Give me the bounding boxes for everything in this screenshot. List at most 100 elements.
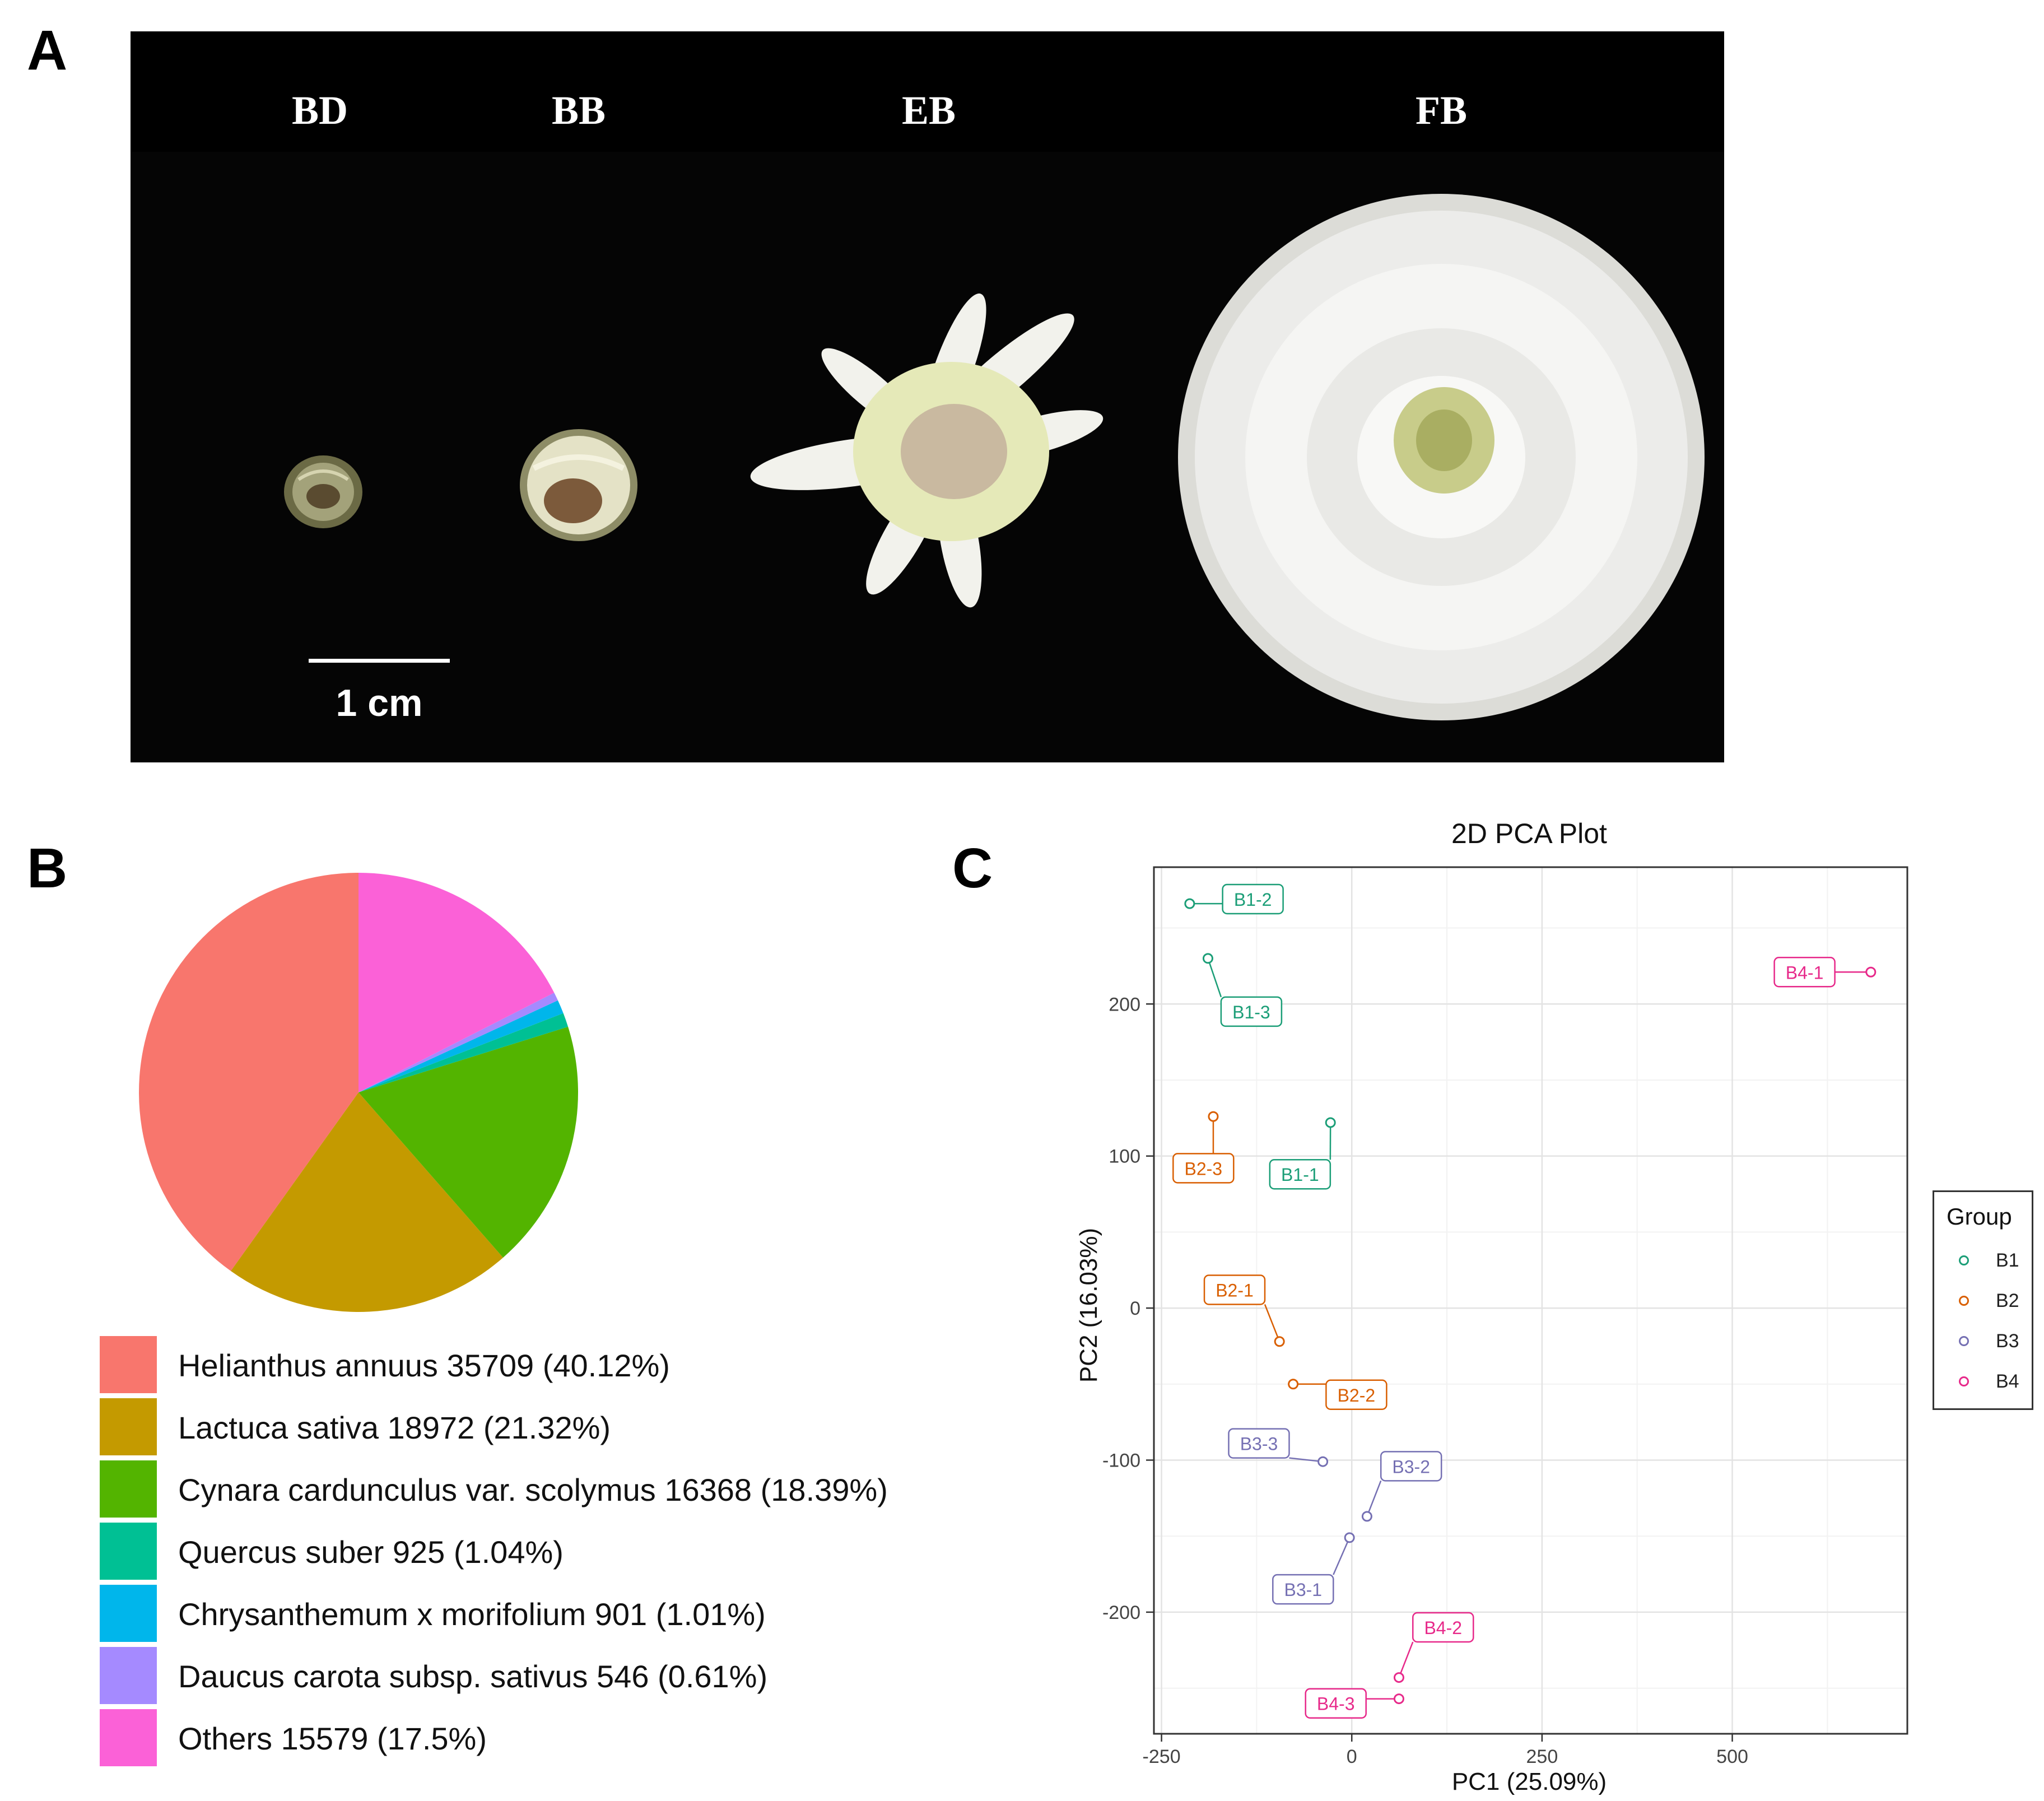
pca-x-tick-label: -250 [1143,1746,1181,1767]
pie-legend-label: Quercus suber 925 (1.04%) [178,1534,564,1570]
pca-label-box [1412,1612,1474,1643]
flower-photo-drawing [131,31,1724,762]
pca-title: 2D PCA Plot [1451,818,1607,849]
pca-y-tick-label: -200 [1102,1602,1140,1623]
pca-point-label: B3-1 [1284,1580,1322,1600]
pie-legend-swatch [100,1585,157,1642]
pca-label-connector [1264,1304,1281,1342]
pca-legend-label: B3 [1996,1330,2019,1352]
pca-label-connector [1366,1480,1382,1517]
pca-legend-title: Group [1947,1203,2012,1230]
pca-scatter-plot: 2D PCA Plot -250 0 250 500 -200 -100 0 100 200 B… [1075,818,1908,1795]
pca-point-label: B1-3 [1232,1002,1270,1022]
pie-legend-label: Lactuca sativa 18972 (21.32%) [178,1410,611,1445]
stage-label-fb: FB [1415,88,1468,133]
pca-point-label: B4-1 [1786,962,1824,983]
pie-slice-2 [231,1092,504,1312]
pca-label-box [1272,1574,1334,1605]
pie-legend-swatch [100,1398,157,1455]
pie-legend-swatch [100,1523,157,1580]
pca-point-label: B2-2 [1338,1385,1376,1406]
pca-point-label: B1-2 [1234,890,1272,910]
pca-legend-marker [1959,1255,1969,1265]
pie-legend-label: Cynara cardunculus var. scolymus 16368 (… [178,1472,888,1507]
pca-x-axis-label: PC1 (25.09%) [1452,1768,1607,1795]
pca-y-tick-label: -100 [1102,1450,1140,1471]
pca-legend-label: B4 [1996,1371,2019,1392]
stage-label-eb: EB [901,88,956,133]
pie-slice-7 [358,873,555,1092]
pca-point-b1-3 [1202,953,1213,964]
pca-label-box [1325,1379,1388,1411]
pie-legend-swatch [100,1460,157,1518]
pca-x-tick-label: 500 [1716,1746,1748,1767]
pca-y-axis-label: PC2 (16.03%) [1075,1228,1102,1383]
pca-x-tick-label: 250 [1526,1746,1558,1767]
eb-flower-drawing [750,293,1104,608]
species-pie-chart [139,873,578,1312]
pca-point-b2-1 [1274,1336,1285,1347]
pca-label-connector [1333,1537,1351,1575]
pca-y-tick-label: 200 [1109,994,1140,1015]
pca-label-box [1228,1428,1290,1459]
pie-legend-swatch [100,1709,157,1766]
pca-label-box [1220,996,1283,1027]
pca-point-b2-2 [1288,1379,1299,1390]
pca-x-tick-label: 0 [1347,1746,1357,1767]
photo-header-band [131,31,1724,152]
pca-point-b1-1 [1325,1117,1336,1128]
pca-group-legend: Group B1 B2 B3 B4 [1933,1190,2033,1410]
pca-point-b3-2 [1361,1511,1372,1522]
pca-legend-item: B2 [1934,1286,2035,1319]
pca-label-connector [1207,958,1222,998]
pca-y-tick-label: 100 [1109,1146,1140,1167]
bd-bud-drawing [284,455,362,528]
pie-slice-1 [139,873,358,1271]
stage-label-bb: BB [551,88,606,133]
pca-point-label: B2-1 [1216,1281,1254,1301]
pca-label-connector [1398,1641,1414,1678]
pca-label-box [1269,1158,1331,1190]
bb-bud-drawing [520,429,637,541]
pie-slice-4 [358,1013,569,1092]
pca-legend-marker [1959,1376,1969,1386]
pca-label-box [1222,883,1284,915]
pca-point-b2-3 [1208,1111,1219,1122]
pca-legend-label: B1 [1996,1250,2019,1271]
pca-legend-marker [1959,1296,1969,1306]
pie-legend-label: Chrysanthemum x morifolium 901 (1.01%) [178,1597,766,1632]
panel-letter-c: C [952,837,993,900]
pca-point-b3-1 [1344,1532,1355,1543]
pca-point-label: B1-1 [1281,1165,1319,1185]
pca-legend-label: B2 [1996,1290,2019,1311]
pca-point-label: B3-3 [1240,1434,1278,1454]
pca-label-box [1305,1688,1367,1719]
pie-legend-label: Helianthus annuus 35709 (40.12%) [178,1348,670,1383]
pca-point-b4-1 [1865,966,1877,978]
panel-letter-a: A [27,19,68,82]
pca-point-b3-3 [1317,1456,1329,1467]
pca-label-box [1773,957,1836,988]
pie-legend-swatch [100,1336,157,1393]
pca-label-box [1380,1451,1442,1482]
pca-point-b1-2 [1184,898,1195,909]
pca-label-connector [1289,1457,1323,1463]
pca-legend-item: B1 [1934,1245,2035,1279]
pca-label-box [1172,1153,1235,1184]
pca-point-label: B4-2 [1424,1618,1462,1638]
pca-legend-marker [1959,1336,1969,1346]
pca-point-label: B4-3 [1317,1694,1355,1714]
pie-slice-3 [358,1026,578,1258]
pca-point-b4-2 [1393,1672,1404,1683]
pie-slice-6 [358,993,558,1092]
pie-legend-swatch [100,1647,157,1704]
fb-flower-drawing [1178,194,1705,720]
pca-label-box [1203,1274,1266,1305]
pie-legend-label: Daucus carota subsp. sativus 546 (0.61%) [178,1659,768,1694]
panel-letter-b: B [27,837,68,900]
pie-legend-label: Others 15579 (17.5%) [178,1721,487,1756]
stage-label-bd: BD [291,88,348,133]
pca-point-b4-3 [1393,1693,1404,1705]
pca-point-label: B2-3 [1185,1158,1223,1179]
pie-slice-5 [358,1000,564,1092]
